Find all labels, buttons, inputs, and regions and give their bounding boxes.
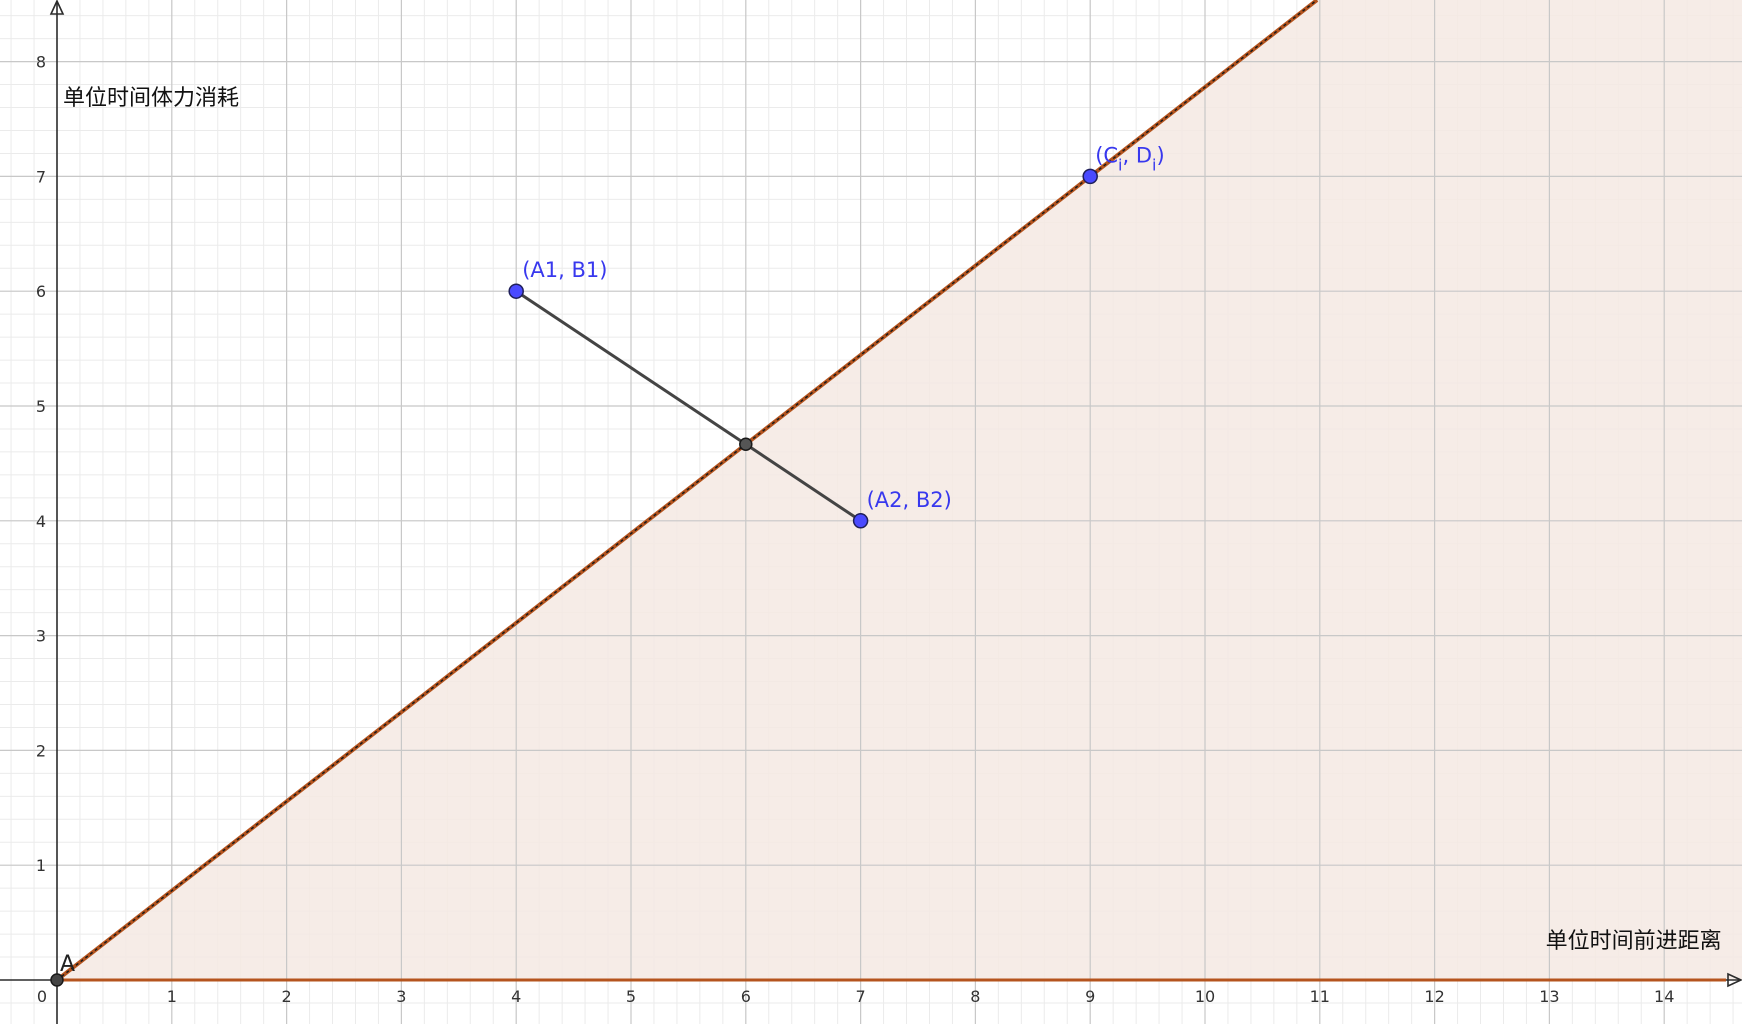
y-axis-title: 单位时间体力消耗 xyxy=(63,86,239,111)
x-tick-label: 13 xyxy=(1539,987,1559,1006)
x-tick-label: 6 xyxy=(741,987,751,1006)
y-axis-arrow-icon xyxy=(49,0,65,15)
point-a1-b1[interactable] xyxy=(508,283,524,299)
x-tick-label: 7 xyxy=(856,987,866,1006)
y-tick-label: 6 xyxy=(36,282,46,301)
label-sub: i xyxy=(1118,155,1122,174)
x-axis-arrow-icon xyxy=(1727,972,1742,988)
x-tick-label: 9 xyxy=(1085,987,1095,1006)
x-tick-label: 4 xyxy=(511,987,521,1006)
point-origin-name: A xyxy=(60,952,75,977)
y-tick-label: 8 xyxy=(36,53,46,72)
x-tick-label: 8 xyxy=(970,987,980,1006)
x-tick-label: 11 xyxy=(1310,987,1330,1006)
shaded-region xyxy=(57,0,1742,980)
y-tick-label: 4 xyxy=(36,512,46,531)
x-tick-label: 0 xyxy=(37,987,47,1006)
x-tick-label: 10 xyxy=(1195,987,1215,1006)
point-a2-b2-label: (A2, B2) xyxy=(867,488,952,512)
x-tick-label: 3 xyxy=(396,987,406,1006)
boundary-line-dash xyxy=(56,0,1318,981)
y-tick-label: 2 xyxy=(36,741,46,760)
label-part: (C xyxy=(1095,143,1118,167)
x-tick-labels: 0 1 2 3 4 5 6 7 8 9 10 11 12 13 14 xyxy=(37,987,1674,1006)
label-part: , D xyxy=(1123,143,1153,167)
y-tick-label: 5 xyxy=(36,397,46,416)
point-ci-di-label: (Ci, Di) xyxy=(1095,143,1165,174)
x-tick-label: 5 xyxy=(626,987,636,1006)
point-intersection[interactable] xyxy=(739,437,753,451)
y-tick-label: 7 xyxy=(36,167,46,186)
segment-p1-p2[interactable] xyxy=(515,289,862,523)
y-tick-labels: 1 2 3 4 5 6 7 8 xyxy=(36,53,46,876)
point-ci-di[interactable] xyxy=(1082,168,1098,185)
label-sub: i xyxy=(1152,155,1156,174)
x-tick-label: 12 xyxy=(1424,987,1444,1006)
point-a2-b2[interactable] xyxy=(852,513,869,529)
x-axis-title: 单位时间前进距离 xyxy=(1546,929,1722,954)
point-a1-b1-label: (A1, B1) xyxy=(522,258,607,282)
x-tick-label: 2 xyxy=(282,987,292,1006)
y-tick-label: 3 xyxy=(36,627,46,646)
x-tick-label: 14 xyxy=(1654,987,1674,1006)
x-tick-label: 1 xyxy=(167,987,177,1006)
y-tick-label: 1 xyxy=(36,856,46,875)
point-origin[interactable] xyxy=(50,973,64,987)
label-part: ) xyxy=(1156,143,1164,167)
